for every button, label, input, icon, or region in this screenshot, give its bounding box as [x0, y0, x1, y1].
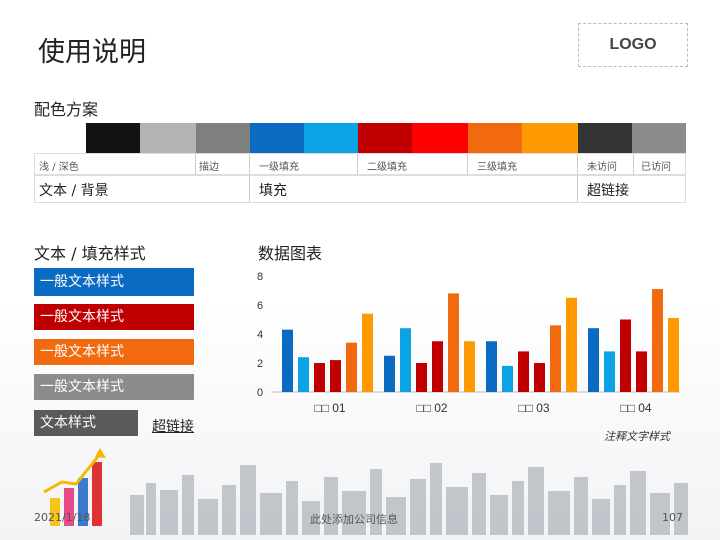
chart-bar	[620, 319, 631, 392]
label-fill-2: 二级填充	[367, 162, 407, 173]
swatch-mid-gray	[632, 123, 686, 153]
chart-bar	[346, 342, 357, 392]
y-tick-label: 0	[257, 387, 263, 399]
label-light-dark: 浅 / 深色	[39, 162, 79, 173]
swatch-light-gray	[140, 123, 196, 153]
chart-bar	[588, 328, 599, 392]
chart-bar	[502, 365, 513, 392]
chart-bar	[518, 351, 529, 392]
chart-bar	[534, 363, 545, 392]
chart-bar	[400, 328, 411, 392]
footer-company: 此处添加公司信息	[310, 513, 398, 526]
chart-bar	[330, 360, 341, 392]
swatch-light-blue	[304, 123, 358, 153]
text-style-box-dark: 文本样式	[34, 410, 138, 436]
hyperlink-sample[interactable]: 超链接	[152, 419, 194, 435]
category-row: 文本 / 背景 填充 超链接	[34, 175, 686, 203]
logo: LOGO	[578, 23, 688, 67]
category-hyperlink: 超链接	[587, 183, 629, 199]
swatch-amber	[522, 123, 578, 153]
chart-bar	[432, 341, 443, 392]
swatch-orange	[468, 123, 522, 153]
category-fill: 填充	[259, 183, 287, 199]
chart-bar	[464, 341, 475, 392]
chart-bar	[314, 363, 325, 392]
chart-note: 注释文字样式	[604, 430, 670, 443]
chart-bar	[652, 289, 663, 392]
y-tick-label: 6	[257, 300, 263, 312]
footer-date: 2021/1/18	[34, 511, 91, 524]
chart-bar	[362, 313, 373, 392]
label-fill-3: 三级填充	[477, 162, 517, 173]
chart-bar	[566, 297, 577, 392]
label-unvisited: 未访问	[587, 162, 617, 173]
chart-bar	[486, 341, 497, 392]
chart-bar	[416, 363, 427, 392]
category-text-bg: 文本 / 背景	[39, 183, 109, 199]
y-tick-label: 2	[257, 358, 263, 370]
label-fill-1: 一级填充	[259, 162, 299, 173]
label-stroke: 描边	[199, 162, 219, 173]
chart-bar	[604, 351, 615, 392]
swatch-dark-gray	[578, 123, 632, 153]
scheme-title: 配色方案	[34, 100, 99, 119]
page-title: 使用说明	[38, 37, 146, 68]
styles-title: 文本 / 填充样式	[34, 244, 146, 263]
x-tick-label: □□ 02	[416, 401, 448, 415]
text-style-box-blue: 一般文本样式	[34, 268, 194, 296]
text-style-box-red: 一般文本样式	[34, 304, 194, 330]
swatch-blue	[250, 123, 304, 153]
chart-bar	[384, 355, 395, 392]
chart-bar	[636, 351, 647, 392]
chart-title: 数据图表	[258, 244, 323, 263]
y-tick-label: 4	[257, 329, 263, 341]
city-skyline-graphic	[130, 463, 688, 535]
chart-bar	[298, 357, 309, 392]
x-tick-label: □□ 01	[314, 401, 346, 415]
text-style-box-gray: 一般文本样式	[34, 374, 194, 400]
swatch-red	[412, 123, 468, 153]
page-number: 107	[662, 511, 683, 524]
swatch-black	[86, 123, 140, 153]
swatch-white	[34, 123, 86, 153]
swatch-dark-red	[358, 123, 412, 153]
y-tick-label: 8	[257, 271, 263, 283]
chart-bar	[668, 318, 679, 392]
swatch-gray	[196, 123, 250, 153]
x-tick-label: □□ 04	[620, 401, 652, 415]
color-swatch-row	[34, 123, 686, 153]
growth-chart-icon	[43, 448, 106, 526]
chart-bar	[448, 293, 459, 392]
swatch-label-row: 浅 / 深色 描边 一级填充 二级填充 三级填充 未访问 已访问	[34, 153, 686, 176]
chart-bar	[282, 329, 293, 392]
chart-bar	[550, 325, 561, 392]
x-tick-label: □□ 03	[518, 401, 550, 415]
label-visited: 已访问	[641, 162, 671, 173]
bar-chart: 0 2 4 6 8 □□ 01 □□ 02 □□ 03 □□ 04	[257, 271, 680, 415]
text-style-box-orange: 一般文本样式	[34, 339, 194, 365]
